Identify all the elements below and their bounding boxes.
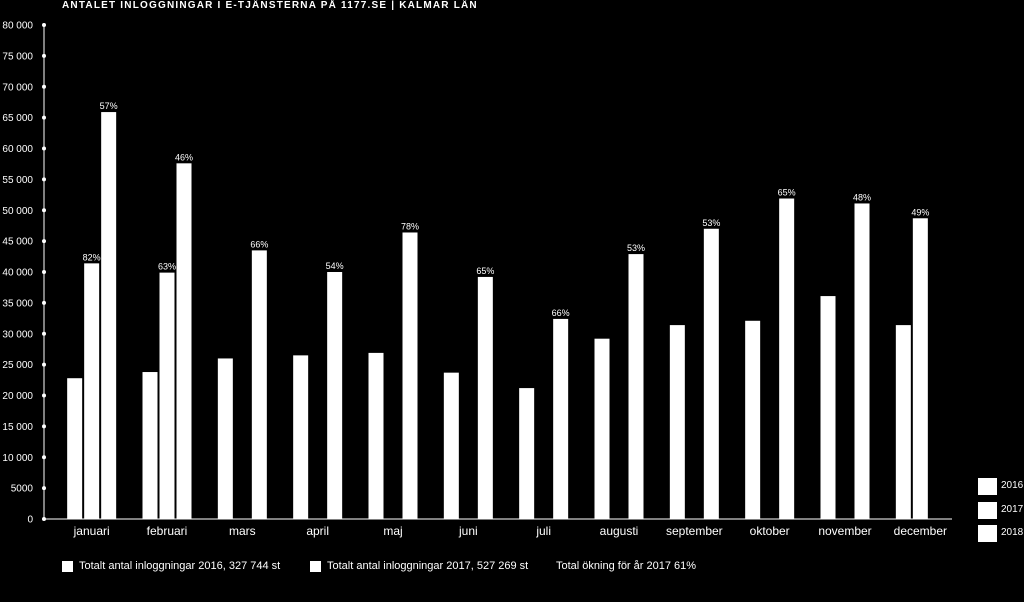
y-tick-dot	[42, 270, 46, 274]
percent-label-juli-2018: 66%	[552, 308, 570, 318]
y-tick-dot	[42, 300, 46, 305]
total-increase-label: Total ökning för år 2017 61%	[556, 560, 697, 572]
percent-label-oktober-2018: 65%	[778, 188, 796, 198]
legend-swatch-2016	[978, 478, 997, 495]
y-tick-label: 45 000	[2, 237, 33, 248]
bar-november-2016	[820, 296, 836, 519]
bar-januari-2018	[101, 112, 117, 519]
y-tick-dot	[42, 239, 46, 244]
bar-maj-2018	[402, 232, 418, 520]
bar-januari-2017	[84, 263, 100, 519]
y-tick-dot	[42, 177, 46, 182]
bar-oktober-2018	[779, 198, 795, 519]
x-tick-label-februari: februari	[147, 524, 188, 538]
legend-swatch-2018	[978, 525, 997, 542]
x-tick-label-mars: mars	[229, 524, 256, 538]
percent-label-mars-2018: 66%	[250, 239, 268, 249]
percent-label-januari-2018: 57%	[100, 101, 118, 111]
bar-december-2016	[895, 325, 911, 519]
y-tick-dot	[42, 455, 46, 460]
y-tick-label: 30 000	[2, 329, 33, 340]
bar-juni-2018	[477, 276, 493, 519]
y-tick-label: 20 000	[2, 391, 33, 402]
total-2017-label: Totalt antal inloggningar 2017, 527 269 …	[327, 560, 529, 572]
x-tick-label-april: april	[306, 524, 329, 538]
x-tick-label-juli: juli	[535, 524, 551, 538]
x-tick-label-augusti: augusti	[600, 524, 639, 538]
y-tick-label: 35 000	[2, 298, 33, 309]
y-tick-dot	[42, 486, 46, 491]
y-tick-label: 70 000	[2, 82, 33, 93]
bar-september-2016	[669, 325, 685, 519]
y-tick-dot	[42, 84, 46, 89]
bar-september-2018	[703, 228, 719, 519]
y-tick-label: 55 000	[2, 175, 33, 186]
y-tick-label: 25 000	[2, 360, 33, 371]
y-tick-dot	[42, 208, 46, 213]
percent-label-maj-2018: 78%	[401, 221, 419, 231]
legend-label-2018: 2018	[1001, 527, 1024, 538]
y-tick-dot	[42, 331, 46, 336]
bar-april-2016	[293, 355, 309, 519]
y-tick-dot	[42, 115, 46, 120]
x-tick-label-november: november	[818, 524, 871, 538]
y-tick-label: 10 000	[2, 453, 33, 464]
bar-november-2018	[854, 203, 870, 519]
bar-mars-2016	[217, 358, 233, 519]
x-tick-label-oktober: oktober	[750, 524, 790, 538]
bar-april-2018	[327, 272, 343, 519]
bar-februari-2018	[176, 163, 192, 519]
percent-label-januari-2017: 82%	[83, 252, 101, 262]
x-tick-label-september: september	[666, 524, 723, 538]
bar-december-2017	[912, 218, 928, 519]
y-tick-dot	[42, 53, 46, 58]
total-2016-label: Totalt antal inloggningar 2016, 327 744 …	[79, 560, 281, 572]
legend-label-2017: 2017	[1001, 503, 1024, 515]
bar-februari-2016	[142, 372, 158, 519]
y-tick-dot	[42, 517, 46, 521]
y-tick-label: 80 000	[2, 21, 33, 32]
bar-mars-2018	[251, 250, 267, 519]
percent-label-april-2018: 54%	[326, 261, 344, 271]
legend-swatch-2017	[978, 501, 997, 519]
bar-augusti-2018	[628, 254, 644, 519]
bar-februari-2017	[159, 272, 175, 519]
y-tick-dot	[42, 146, 46, 151]
y-tick-label: 65 000	[2, 113, 33, 124]
percent-label-februari-2018: 46%	[175, 152, 193, 162]
y-tick-dot	[42, 424, 46, 429]
y-tick-dot	[42, 393, 46, 398]
bar-juli-2018	[553, 318, 569, 519]
legend-label-2016: 2016	[1001, 480, 1024, 491]
chart-title: ANTALET INLOGGNINGAR I E-TJÄNSTERNA PÅ 1…	[62, 0, 478, 11]
bar-chart: 0 5000 10 000 15 000 20 000 25 000 30 000 35 00…	[2, 21, 952, 538]
y-tick-label: 60 000	[2, 144, 33, 155]
x-tick-label-januari: januari	[73, 524, 110, 538]
bar-augusti-2016	[594, 338, 610, 519]
bar-januari-2016	[67, 378, 83, 519]
percent-label-augusti-2018: 53%	[627, 243, 645, 253]
percent-label-december-2017: 49%	[911, 207, 929, 217]
percent-label-september-2018: 53%	[702, 218, 720, 228]
total-2017-swatch	[310, 561, 321, 572]
bar-oktober-2016	[745, 320, 761, 519]
x-tick-label-december: december	[894, 524, 947, 538]
y-tick-label: 40 000	[2, 268, 33, 279]
x-tick-label-juni: juni	[458, 524, 478, 538]
bar-juni-2016	[443, 372, 459, 519]
y-tick-label: 0	[27, 515, 33, 526]
y-tick-dot	[42, 23, 46, 27]
y-tick-label: 75 000	[2, 51, 33, 62]
percent-label-november-2018: 48%	[853, 192, 871, 202]
y-tick-dot	[42, 362, 46, 367]
y-tick-label: 15 000	[2, 422, 33, 433]
bar-juli-2016	[519, 388, 535, 519]
y-tick-label: 50 000	[2, 206, 33, 217]
bar-maj-2016	[368, 352, 384, 519]
x-tick-label-maj: maj	[383, 524, 402, 538]
y-tick-label: 5000	[11, 484, 34, 495]
percent-label-februari-2017: 63%	[158, 262, 176, 272]
total-2016-swatch	[62, 561, 73, 572]
percent-label-juni-2018: 65%	[476, 266, 494, 276]
